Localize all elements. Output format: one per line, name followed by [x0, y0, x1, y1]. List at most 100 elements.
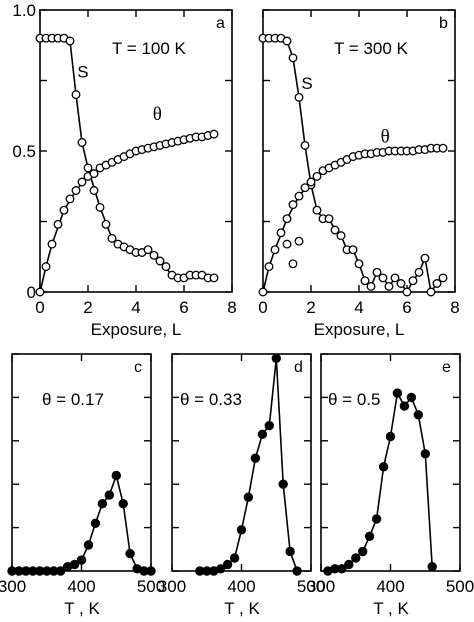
panel-b-series-0-point-12	[330, 225, 340, 235]
panel-a-tick-labels: 0 2 4 6 8 0 0.5 1.0	[12, 1, 236, 317]
panel-c-series-0-point-11	[83, 540, 94, 550]
panel-a-series-0-point-18	[143, 245, 153, 255]
panel-a-ytick-label-1: 0.5	[12, 142, 36, 161]
panel-b-series-2-point-6	[294, 191, 304, 201]
panel-d-series-0-point-4	[222, 559, 233, 570]
panel-a-series-0-point-7	[77, 138, 87, 147]
panel-d-xlabel: T , K	[224, 599, 260, 618]
panel-a-series-0-point-21	[161, 262, 171, 272]
panel-b-series-0-point-5	[288, 53, 298, 63]
panel-a-series-1-point-29	[209, 129, 219, 139]
panel-e-series-0-point-12	[406, 392, 417, 403]
panel-b-tick-labels: 0 2 4 6 8	[258, 298, 459, 317]
panel-c-letter: c	[134, 359, 142, 376]
panel-b-series-0-point-25	[408, 276, 418, 286]
panel-b-series-2-point-0	[258, 287, 268, 297]
panel-b: 0 2 4 6 8 b T = 300 K S θ Exposure, L	[258, 9, 460, 339]
panel-b-series-0-point-4	[282, 36, 292, 46]
panel-a-ticks	[39, 9, 233, 293]
panel-e-points	[323, 388, 437, 576]
panel-b-series-2-point-7	[300, 183, 310, 193]
panel-a-series-0-point-12	[107, 233, 117, 243]
panel-d-series-0-point-14	[292, 566, 302, 576]
panel-e-series-0-point-7	[371, 514, 382, 524]
panel-d-ticks	[171, 353, 312, 572]
panel-a: 0 2 4 6 8 0 0.5 1.0 a T = 100 K S θ Exposure, L	[12, 1, 236, 339]
panel-b-series-0-point-24	[402, 287, 412, 297]
panel-c-series-0-point-7	[55, 566, 66, 576]
panel-a-ytick-label-0: 0	[27, 283, 36, 302]
panel-e-series-0-point-2	[337, 564, 347, 574]
panel-a-series-1-point-1	[41, 262, 51, 272]
panel-b-temperature: T = 300 K	[334, 39, 409, 58]
panel-e-series-0-point-15	[427, 562, 437, 572]
panel-e-series-0-point-6	[364, 531, 375, 541]
panel-c-series-0-point-10	[76, 555, 87, 565]
panel-b-series-2-point-30	[438, 143, 448, 153]
panel-a-series-1-point-4	[59, 205, 69, 215]
panel-b-series-0-point-16	[354, 259, 364, 269]
panel-d-series-0-point-5	[229, 553, 240, 563]
panel-e: 300 400 500 e θ = 0.5 T , K	[307, 353, 474, 618]
panel-b-series-0-point-17	[360, 276, 370, 286]
panel-a-series-label-s: S	[77, 63, 88, 82]
panel-e-letter: e	[442, 359, 451, 376]
panel-d-series-0-point-12	[278, 479, 288, 489]
panel-a-temperature: T = 100 K	[112, 39, 187, 58]
panel-e-series-0-point-4	[351, 553, 361, 563]
panel-a-series-1-point-0	[35, 287, 45, 297]
panel-b-series-0-point-9	[312, 205, 322, 215]
panel-a-series-0-point-9	[89, 186, 99, 195]
panel-a-xtick-label-4: 8	[227, 298, 236, 317]
panel-b-series-0-point-18	[366, 281, 376, 291]
panel-c-series-0-point-14	[104, 490, 115, 500]
panel-b-series-label-s: S	[301, 74, 312, 93]
panel-c-xtick-label-1: 400	[67, 577, 95, 596]
panel-b-xtick-label-2: 4	[354, 298, 363, 317]
panel-b-series-2-point-2	[270, 245, 280, 255]
panel-e-frame	[320, 353, 461, 572]
panel-d-tick-labels: 300 400 500	[158, 577, 325, 596]
panel-c-series-0-point-12	[90, 518, 101, 528]
panel-e-line	[327, 390, 433, 572]
panel-b-series-1-point-2	[294, 236, 304, 246]
panel-a-series-1-point-7	[77, 177, 87, 187]
panel-c-series-0-point-20	[146, 566, 156, 576]
panel-e-line-0	[327, 390, 433, 572]
panel-b-series-0-point-21	[384, 281, 394, 291]
panel-c-series-0-point-17	[125, 548, 135, 559]
panel-b-series-0-point-23	[396, 279, 406, 288]
panel-d: 300 400 500 d θ = 0.33 T , K	[158, 353, 325, 618]
panel-e-coverage: θ = 0.5	[328, 390, 380, 409]
panel-b-xtick-label-4: 8	[450, 298, 459, 317]
panel-d-series-0-point-7	[243, 492, 254, 502]
panel-a-fit-lines	[39, 37, 215, 293]
panel-e-tick-labels: 300 400 500	[307, 577, 474, 596]
panel-e-xtick-label-0: 300	[307, 577, 335, 596]
panel-a-series-0-point-29	[209, 273, 219, 283]
panel-b-series-2-point-5	[288, 200, 298, 210]
panel-a-series-0-point-5	[65, 36, 75, 46]
panel-c-series-0-point-15	[111, 470, 122, 481]
panel-a-series-0-point-19	[149, 250, 159, 260]
panel-c-xlabel: T , K	[64, 599, 100, 618]
panel-b-letter: b	[439, 15, 448, 32]
panel-d-coverage: θ = 0.33	[180, 390, 242, 409]
panel-b-series-0-point-11	[324, 214, 334, 224]
panel-c-series-0-point-9	[69, 559, 80, 570]
panel-d-frame	[171, 353, 312, 572]
panel-b-xtick-label-1: 2	[306, 298, 315, 317]
panel-d-series-0-point-11	[271, 353, 281, 363]
panel-e-series-0-point-10	[392, 388, 403, 398]
panel-d-series-0-point-10	[264, 420, 274, 431]
panel-a-points	[35, 33, 219, 297]
panel-d-series-0-point-6	[236, 525, 247, 535]
panel-b-series-2-point-8	[306, 177, 316, 187]
panel-c-ticks	[11, 353, 152, 572]
panel-b-points	[258, 33, 448, 297]
panel-a-series-0-point-20	[155, 256, 165, 266]
panel-a-series-1-point-3	[53, 219, 63, 229]
panel-e-series-0-point-3	[344, 559, 354, 570]
panel-c-tick-labels: 300 400 500	[0, 577, 165, 596]
panel-b-line-0	[262, 37, 444, 295]
